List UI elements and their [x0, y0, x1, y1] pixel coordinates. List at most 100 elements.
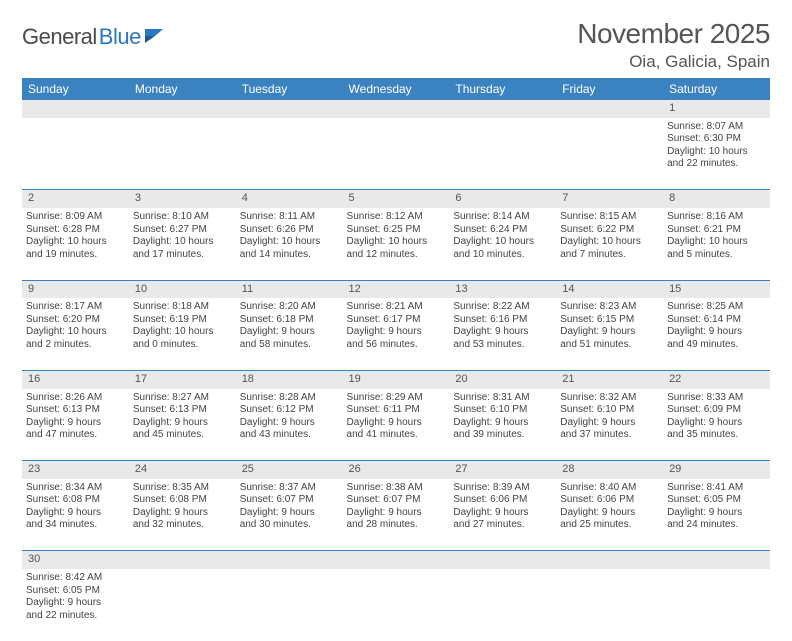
day-number-cell: 26: [343, 461, 450, 479]
day-number-row: 9101112131415: [22, 280, 770, 298]
sunset-text: Sunset: 6:17 PM: [347, 314, 446, 327]
day-cell: Sunrise: 8:16 AMSunset: 6:21 PMDaylight:…: [663, 208, 770, 280]
daylight-text: and 22 minutes.: [26, 610, 125, 623]
day-number-cell: 8: [663, 190, 770, 208]
daylight-text: Daylight: 9 hours: [26, 507, 125, 520]
day-cell: Sunrise: 8:34 AMSunset: 6:08 PMDaylight:…: [22, 479, 129, 551]
sunrise-text: Sunrise: 8:34 AM: [26, 482, 125, 495]
sunset-text: Sunset: 6:25 PM: [347, 224, 446, 237]
day-number-cell: [236, 100, 343, 118]
day-cell: Sunrise: 8:11 AMSunset: 6:26 PMDaylight:…: [236, 208, 343, 280]
empty-cell: [449, 569, 556, 641]
sunrise-text: Sunrise: 8:22 AM: [453, 301, 552, 314]
week-row: Sunrise: 8:17 AMSunset: 6:20 PMDaylight:…: [22, 298, 770, 370]
daylight-text: Daylight: 10 hours: [26, 236, 125, 249]
sunset-text: Sunset: 6:16 PM: [453, 314, 552, 327]
sunrise-text: Sunrise: 8:10 AM: [133, 211, 232, 224]
day-number-cell: [343, 100, 450, 118]
day-number-cell: [129, 100, 236, 118]
day-cell: Sunrise: 8:23 AMSunset: 6:15 PMDaylight:…: [556, 298, 663, 370]
brand-logo: GeneralBlue: [22, 24, 167, 50]
day-cell: Sunrise: 8:15 AMSunset: 6:22 PMDaylight:…: [556, 208, 663, 280]
daylight-text: and 7 minutes.: [560, 249, 659, 262]
sunrise-text: Sunrise: 8:09 AM: [26, 211, 125, 224]
day-number-cell: [236, 551, 343, 569]
day-number-cell: 23: [22, 461, 129, 479]
daylight-text: and 53 minutes.: [453, 339, 552, 352]
daylight-text: Daylight: 9 hours: [240, 326, 339, 339]
daylight-text: and 49 minutes.: [667, 339, 766, 352]
daylight-text: and 19 minutes.: [26, 249, 125, 262]
sunset-text: Sunset: 6:05 PM: [26, 585, 125, 598]
day-number-cell: [556, 100, 663, 118]
day-cell: Sunrise: 8:35 AMSunset: 6:08 PMDaylight:…: [129, 479, 236, 551]
day-number-cell: [343, 551, 450, 569]
daylight-text: Daylight: 10 hours: [347, 236, 446, 249]
day-number-cell: 19: [343, 370, 450, 388]
empty-cell: [343, 118, 450, 190]
day-cell: Sunrise: 8:07 AMSunset: 6:30 PMDaylight:…: [663, 118, 770, 190]
daylight-text: Daylight: 9 hours: [453, 326, 552, 339]
daylight-text: and 34 minutes.: [26, 519, 125, 532]
day-number-row: 23242526272829: [22, 461, 770, 479]
weekday-header: Monday: [129, 78, 236, 100]
day-number-cell: 10: [129, 280, 236, 298]
sunset-text: Sunset: 6:12 PM: [240, 404, 339, 417]
day-number-cell: [449, 100, 556, 118]
calendar-table: SundayMondayTuesdayWednesdayThursdayFrid…: [22, 78, 770, 641]
daylight-text: and 32 minutes.: [133, 519, 232, 532]
page-header: GeneralBlue November 2025 Oia, Galicia, …: [22, 18, 770, 72]
sunset-text: Sunset: 6:18 PM: [240, 314, 339, 327]
day-number-cell: 6: [449, 190, 556, 208]
day-number-cell: 28: [556, 461, 663, 479]
sunset-text: Sunset: 6:13 PM: [26, 404, 125, 417]
sunset-text: Sunset: 6:07 PM: [347, 494, 446, 507]
daylight-text: Daylight: 10 hours: [133, 326, 232, 339]
weekday-header: Sunday: [22, 78, 129, 100]
day-number-cell: 15: [663, 280, 770, 298]
daylight-text: and 35 minutes.: [667, 429, 766, 442]
daylight-text: Daylight: 10 hours: [26, 326, 125, 339]
title-block: November 2025 Oia, Galicia, Spain: [577, 18, 770, 72]
day-number-cell: [556, 551, 663, 569]
daylight-text: and 5 minutes.: [667, 249, 766, 262]
daylight-text: and 45 minutes.: [133, 429, 232, 442]
day-cell: Sunrise: 8:17 AMSunset: 6:20 PMDaylight:…: [22, 298, 129, 370]
sunrise-text: Sunrise: 8:35 AM: [133, 482, 232, 495]
sunrise-text: Sunrise: 8:37 AM: [240, 482, 339, 495]
day-number-cell: 5: [343, 190, 450, 208]
daylight-text: Daylight: 9 hours: [667, 326, 766, 339]
day-number-cell: 20: [449, 370, 556, 388]
day-number-cell: 11: [236, 280, 343, 298]
sunrise-text: Sunrise: 8:38 AM: [347, 482, 446, 495]
sunrise-text: Sunrise: 8:39 AM: [453, 482, 552, 495]
daylight-text: Daylight: 9 hours: [347, 326, 446, 339]
day-number-cell: 22: [663, 370, 770, 388]
day-cell: Sunrise: 8:37 AMSunset: 6:07 PMDaylight:…: [236, 479, 343, 551]
day-cell: Sunrise: 8:31 AMSunset: 6:10 PMDaylight:…: [449, 389, 556, 461]
day-number-cell: 4: [236, 190, 343, 208]
day-number-cell: 29: [663, 461, 770, 479]
daylight-text: and 58 minutes.: [240, 339, 339, 352]
brand-text-2: Blue: [99, 24, 141, 50]
sunrise-text: Sunrise: 8:16 AM: [667, 211, 766, 224]
empty-cell: [556, 118, 663, 190]
day-cell: Sunrise: 8:29 AMSunset: 6:11 PMDaylight:…: [343, 389, 450, 461]
daylight-text: Daylight: 10 hours: [453, 236, 552, 249]
week-row: Sunrise: 8:34 AMSunset: 6:08 PMDaylight:…: [22, 479, 770, 551]
daylight-text: and 2 minutes.: [26, 339, 125, 352]
empty-cell: [663, 569, 770, 641]
daylight-text: Daylight: 9 hours: [560, 417, 659, 430]
sunrise-text: Sunrise: 8:17 AM: [26, 301, 125, 314]
day-number-cell: 1: [663, 100, 770, 118]
day-number-cell: 25: [236, 461, 343, 479]
sunset-text: Sunset: 6:24 PM: [453, 224, 552, 237]
weekday-header: Wednesday: [343, 78, 450, 100]
sunset-text: Sunset: 6:26 PM: [240, 224, 339, 237]
daylight-text: and 56 minutes.: [347, 339, 446, 352]
day-number-row: 2345678: [22, 190, 770, 208]
empty-cell: [236, 569, 343, 641]
day-cell: Sunrise: 8:20 AMSunset: 6:18 PMDaylight:…: [236, 298, 343, 370]
daylight-text: Daylight: 9 hours: [26, 417, 125, 430]
sunrise-text: Sunrise: 8:31 AM: [453, 392, 552, 405]
